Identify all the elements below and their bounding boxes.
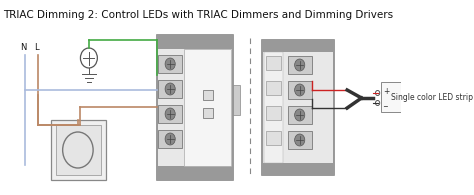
Circle shape [165, 83, 175, 95]
Bar [158, 55, 182, 73]
Bar [156, 166, 233, 180]
Bar [381, 82, 465, 112]
Bar [156, 35, 233, 180]
Bar [288, 81, 311, 99]
Bar [184, 49, 231, 166]
Bar [158, 105, 182, 123]
Bar [203, 108, 213, 118]
Bar [158, 80, 182, 98]
Bar [266, 81, 281, 95]
Circle shape [165, 133, 175, 145]
Bar [156, 35, 233, 49]
Bar [203, 90, 213, 100]
Bar [264, 52, 283, 163]
Circle shape [295, 59, 305, 71]
Bar [263, 163, 335, 175]
Text: Single color LED strip: Single color LED strip [391, 92, 473, 102]
Bar [288, 131, 311, 149]
Bar [266, 106, 281, 120]
Text: +: + [383, 88, 390, 97]
Bar [288, 106, 311, 124]
Bar [263, 40, 335, 175]
Text: L: L [34, 43, 39, 52]
Bar [233, 85, 239, 115]
Text: _: _ [383, 98, 387, 107]
Bar [263, 40, 335, 52]
Circle shape [165, 58, 175, 70]
Circle shape [295, 109, 305, 121]
Bar [56, 125, 101, 175]
Bar [266, 56, 281, 70]
Bar [266, 131, 281, 145]
Bar [288, 56, 311, 74]
Bar [158, 130, 182, 148]
Bar [51, 120, 106, 180]
Circle shape [295, 134, 305, 146]
Text: TRIAC Dimming 2: Control LEDs with TRIAC Dimmers and Dimming Drivers: TRIAC Dimming 2: Control LEDs with TRIAC… [3, 10, 393, 20]
Circle shape [165, 108, 175, 120]
Text: N: N [20, 43, 27, 52]
Circle shape [295, 84, 305, 96]
